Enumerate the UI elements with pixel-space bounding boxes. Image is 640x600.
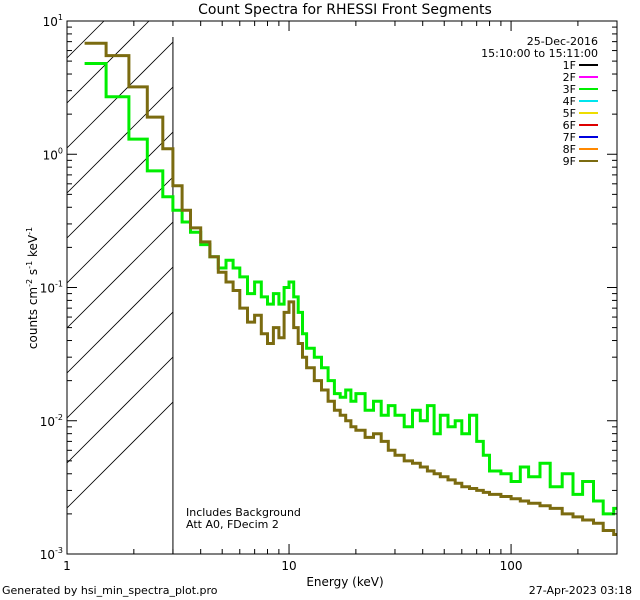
time-range-label: 15:10:00 to 15:11:00 xyxy=(481,47,598,60)
legend-label-8F: 8F xyxy=(563,143,576,156)
legend-label-1F: 1F xyxy=(563,59,576,72)
footer-generated-by: Generated by hsi_min_spectra_plot.pro xyxy=(2,584,218,597)
series-group xyxy=(84,41,617,536)
plot-frame xyxy=(66,20,618,555)
legend-label-7F: 7F xyxy=(563,131,576,144)
hatch-line xyxy=(67,21,150,104)
x-axis-label: Energy (keV) xyxy=(306,575,383,589)
x-tick-label: 100 xyxy=(500,559,523,573)
y-tick-label: 10-3 xyxy=(40,546,63,562)
hatch-line xyxy=(67,41,174,149)
series-line-9F xyxy=(84,41,617,536)
date-label: 25-Dec-2016 xyxy=(527,35,598,48)
hatch-line xyxy=(67,401,174,509)
legend-label-9F: 9F xyxy=(563,155,576,168)
ylabel-exp: -1 xyxy=(25,261,34,269)
annotation-attenuator: Att A0, FDecim 2 xyxy=(186,518,279,531)
hatch-line xyxy=(67,176,174,284)
hatch-line xyxy=(67,266,174,374)
ylabel-part: s xyxy=(26,269,40,279)
legend-label-4F: 4F xyxy=(563,95,576,108)
y-axis-label: counts cm-2 s-1 keV-1 xyxy=(25,227,40,349)
legend-label-5F: 5F xyxy=(563,107,576,120)
hatch-line xyxy=(67,356,174,464)
x-tick-label: 10 xyxy=(281,559,296,573)
legend-label-3F: 3F xyxy=(563,83,576,96)
background-hatch-region xyxy=(67,21,174,509)
y-tick-label: 10-1 xyxy=(40,280,63,296)
hatch-line xyxy=(67,86,174,194)
ylabel-part: counts cm xyxy=(26,287,40,349)
series-line-3F xyxy=(84,62,617,516)
y-tick-label: 10-2 xyxy=(40,413,63,429)
legend-label-6F: 6F xyxy=(563,119,576,132)
footer-timestamp: 27-Apr-2023 03:18 xyxy=(528,584,632,597)
annotation-background: Includes Background xyxy=(186,506,301,519)
ylabel-part: keV xyxy=(26,234,40,261)
hatch-line xyxy=(67,131,174,239)
x-tick-label: 1 xyxy=(63,559,71,573)
axis-ticks xyxy=(66,20,618,555)
ylabel-exp: -1 xyxy=(25,227,34,235)
chart-title: Count Spectra for RHESSI Front Segments xyxy=(198,2,492,18)
hatch-line xyxy=(67,311,174,419)
legend-label-2F: 2F xyxy=(563,71,576,84)
ylabel-exp: -2 xyxy=(25,279,34,287)
hatch-line xyxy=(67,221,174,329)
hatch-line xyxy=(67,21,105,59)
y-tick-label: 100 xyxy=(43,146,63,162)
y-tick-label: 101 xyxy=(43,13,63,29)
tick-labels: 1 10 100 10-3 10-2 10-1 100 101 xyxy=(40,13,523,573)
